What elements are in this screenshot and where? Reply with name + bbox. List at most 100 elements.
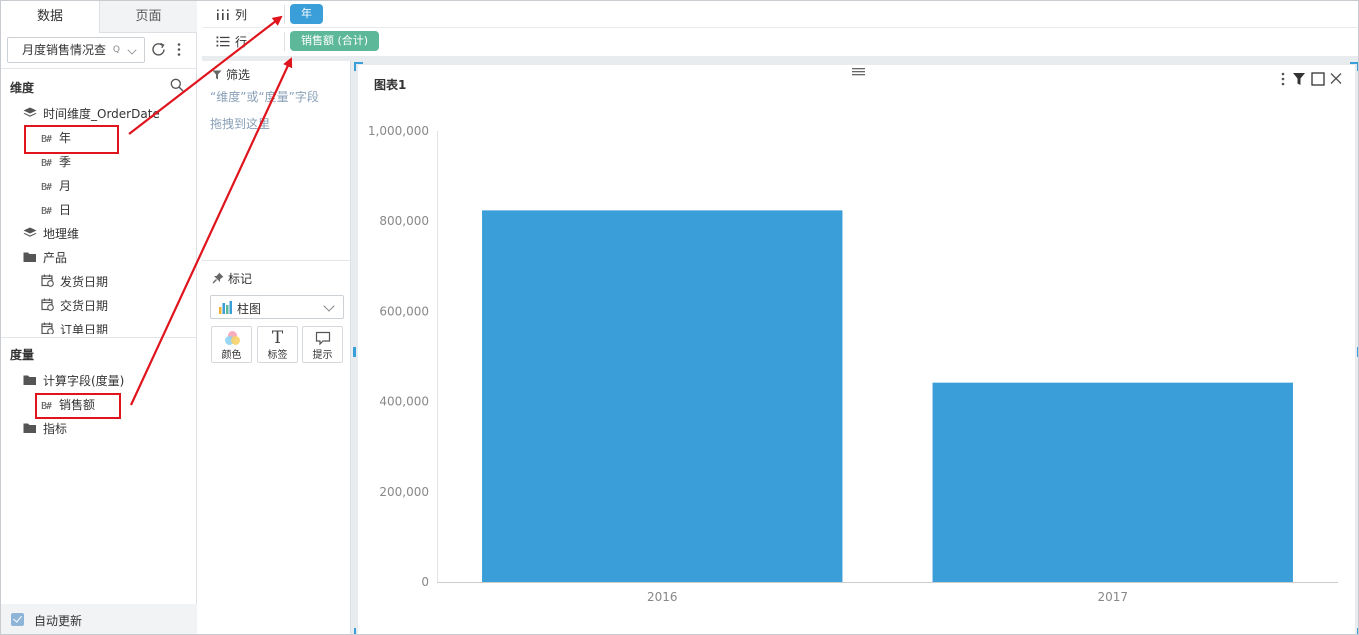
tree-field[interactable]: 订单日期 [41,320,108,334]
measure-section-title: 度量 [10,348,35,362]
y-tick-label: 800,000 [379,214,429,228]
pin-icon [212,272,224,284]
divider [1,337,197,338]
tree-field[interactable]: 发货日期 [41,272,108,292]
close-icon[interactable] [1330,73,1342,84]
folder-icon [23,372,37,392]
color-button[interactable]: 颜色 [211,326,252,363]
divider [202,260,351,261]
marks-header: 标记 [212,270,252,287]
divider [284,5,285,24]
columns-shelf[interactable]: 列 年 [202,1,1358,28]
tree-item-label: 产品 [43,251,68,265]
text-icon: T [271,328,284,348]
resize-corner[interactable] [1350,628,1358,634]
field-type-icon: B# [41,206,52,217]
bar-2016[interactable] [482,210,843,582]
folder-icon [23,420,37,440]
calendar-icon [41,297,54,317]
filter-icon[interactable] [1293,73,1305,85]
resize-corner[interactable] [1350,62,1358,71]
tree-folder[interactable]: 指标 [23,419,67,439]
bar-2017[interactable] [932,382,1293,582]
tree-item-label: 订单日期 [60,323,109,334]
field-type-icon: B# [41,401,52,412]
divider [1,68,197,69]
layers-icon [23,105,37,125]
y-axis: 0 200,000 400,000 600,000 800,000 1,000,000 [368,124,429,589]
auto-update-checkbox[interactable] [11,613,24,626]
tree-field[interactable]: 交货日期 [41,296,108,316]
folder-icon [23,249,37,269]
marks-title: 标记 [228,272,253,286]
data-panel: 数据 页面 月度销售情况查 Q 维度 时间维度_OrderDate B# 年 B# 季 B… [1,1,197,634]
tree-item-label: 年 [59,131,72,145]
tree-item-label: 月 [59,179,72,193]
tree-item-label: 指标 [43,422,68,436]
panel-tabs: 数据 页面 [1,1,197,33]
tooltip-icon [315,331,331,346]
bar-chart-icon [219,301,232,314]
color-icon [225,331,240,345]
tooltip-button[interactable]: 提示 [302,326,343,363]
more-vertical-icon[interactable] [175,41,183,58]
datasource-value: 月度销售情况查 [22,43,107,57]
tree-item-label: 发货日期 [60,275,109,289]
rows-shelf[interactable]: 行 销售额 (合计) [202,28,1358,55]
tree-field[interactable]: B# 季 [41,152,71,172]
y-tick-label: 400,000 [379,395,429,409]
resize-corner[interactable] [354,62,363,71]
bars [482,210,1293,582]
mark-type-select[interactable]: 柱图 [210,295,344,319]
tree-folder[interactable]: 产品 [23,248,67,268]
columns-label: 列 [235,8,248,22]
tree-field[interactable]: B# 年 [41,128,71,148]
resize-handle-left[interactable] [353,347,356,357]
filter-drop-zone[interactable] [202,84,351,254]
y-tick-label: 1,000,000 [368,124,429,138]
tree-folder[interactable]: 计算字段(度量) [23,371,124,391]
divider [202,56,351,61]
resize-handle-right[interactable] [1357,347,1358,357]
tree-folder[interactable]: 地理维 [23,224,79,244]
calendar-icon [41,321,54,334]
chevron-down-icon [323,300,335,312]
tree-item-label: 季 [59,155,72,169]
filter-title: 筛选 [226,68,251,82]
drag-handle-icon[interactable] [852,68,865,76]
tab-data[interactable]: 数据 [1,1,99,33]
tree-field[interactable]: B# 日 [41,200,71,220]
auto-update-label: 自动更新 [34,614,83,628]
more-vertical-icon[interactable] [1281,72,1285,86]
rows-label: 行 [235,35,248,49]
y-tick-label: 600,000 [379,304,429,318]
refresh-icon[interactable] [150,41,167,58]
tree-item-label: 交货日期 [60,299,109,313]
dimension-section-title: 维度 [10,81,35,95]
field-type-icon: B# [41,158,52,169]
filter-icon [212,70,222,80]
y-tick-label: 0 [421,575,429,589]
color-button-label: 颜色 [221,350,242,361]
tab-page[interactable]: 页面 [99,1,197,33]
maximize-icon[interactable] [1311,72,1325,86]
chevron-down-icon [127,45,137,55]
label-button-label: 标签 [267,350,288,361]
columns-pill-year[interactable]: 年 [290,4,323,24]
annotation-box-year [24,125,119,154]
divider [284,32,285,51]
label-button[interactable]: T 标签 [257,326,298,363]
tree-item-label: 日 [59,203,72,217]
rows-pill-sales[interactable]: 销售额 (合计) [290,31,380,51]
tree-item-label: 时间维度_OrderDate [43,107,160,121]
tree-folder[interactable]: 时间维度_OrderDate [23,104,160,124]
search-icon[interactable] [170,78,184,92]
tree-item-label: 地理维 [43,227,80,241]
chart-card[interactable]: 图表1 0 200,000 400,000 600,000 800,000 1,0 [353,62,1358,634]
datasource-select[interactable]: 月度销售情况查 Q [7,37,145,63]
bar-chart: 0 200,000 400,000 600,000 800,000 1,000,000 2… [368,124,1338,604]
tree-field[interactable]: B# 月 [41,176,71,196]
resize-corner[interactable] [354,628,363,634]
tree-field[interactable]: B# 销售额 [41,395,95,415]
